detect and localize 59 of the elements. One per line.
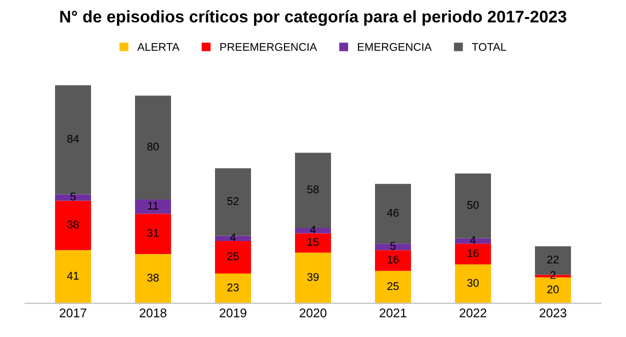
bar <box>215 273 252 304</box>
x-tick-label: 2020 <box>300 308 326 318</box>
data-label: 38 <box>67 220 79 228</box>
bar <box>454 244 491 264</box>
bar <box>454 238 491 244</box>
data-label: 39 <box>307 273 319 281</box>
bar <box>135 214 172 254</box>
bar <box>215 236 252 241</box>
x-tick-label: 2023 <box>540 308 566 318</box>
data-label: 46 <box>387 208 399 217</box>
data-label: 52 <box>227 197 239 206</box>
bar <box>135 199 172 214</box>
data-label: 16 <box>388 256 399 264</box>
bar <box>374 270 411 304</box>
bar <box>55 250 92 304</box>
x-tick-label: 2022 <box>460 308 486 318</box>
data-label: 23 <box>227 283 239 292</box>
data-label: 4 <box>470 236 476 244</box>
bar <box>534 277 571 304</box>
bar <box>55 85 92 194</box>
data-label: 11 <box>148 202 158 210</box>
x-tick-label: 2018 <box>140 308 166 318</box>
data-label: 25 <box>227 252 239 260</box>
bar <box>374 250 411 271</box>
data-label: 20 <box>547 285 559 294</box>
data-label: 16 <box>468 249 479 257</box>
bar <box>135 254 172 304</box>
x-tick-label: 2021 <box>380 308 406 318</box>
bar <box>215 240 252 274</box>
bar <box>295 252 331 304</box>
data-label: 38 <box>147 274 159 282</box>
data-label: 80 <box>147 142 159 151</box>
bar <box>454 264 491 304</box>
data-label: 84 <box>67 134 79 143</box>
data-label: 25 <box>387 282 399 290</box>
data-label: 50 <box>467 201 479 209</box>
bar <box>295 233 331 253</box>
bar <box>55 200 92 250</box>
x-tick-label: 2017 <box>60 308 86 318</box>
legend-label: TOTAL <box>472 43 506 51</box>
data-label: 22 <box>547 256 559 264</box>
bar <box>135 96 172 200</box>
x-tick-label: 2019 <box>220 308 246 318</box>
data-label: 4 <box>310 226 316 234</box>
legend-label: PREEMERGENCIA <box>220 43 317 51</box>
data-label: 41 <box>67 272 79 280</box>
data-label: 15 <box>308 238 319 246</box>
data-label: 31 <box>147 228 159 237</box>
legend-label: EMERGENCIA <box>358 43 432 51</box>
bar <box>55 194 92 201</box>
data-label: 58 <box>307 185 319 194</box>
data-label: 5 <box>390 242 396 250</box>
data-label: 30 <box>467 278 479 287</box>
chart-title: N° de episodios críticos por categoría para el periodo 2017-2023 <box>60 10 566 26</box>
data-label: 4 <box>230 234 236 242</box>
legend-label: ALERTA <box>137 43 180 51</box>
bar <box>374 244 411 250</box>
data-label: 5 <box>70 192 76 200</box>
bar <box>374 184 411 244</box>
